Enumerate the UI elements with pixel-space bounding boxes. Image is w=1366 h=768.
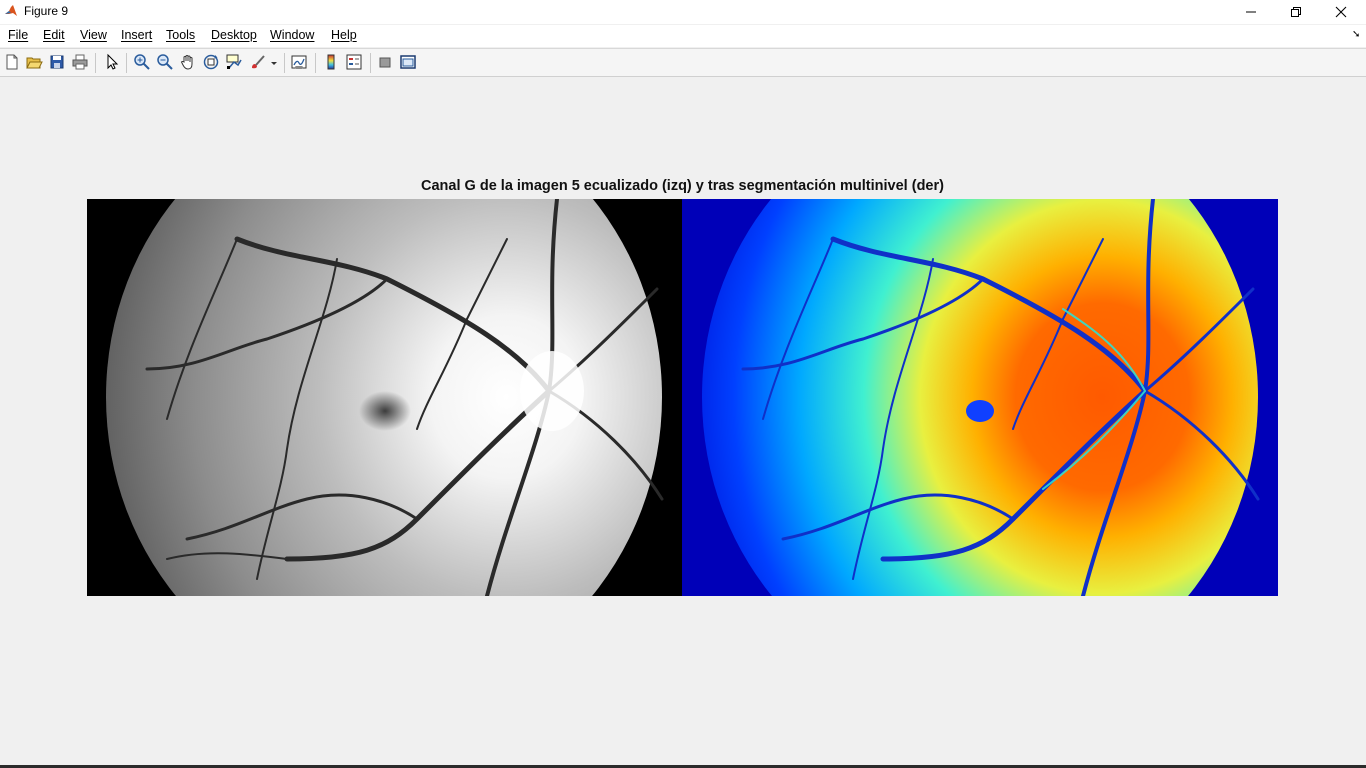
brush-icon[interactable] — [249, 53, 267, 71]
insert-colorbar-icon[interactable] — [322, 53, 340, 71]
brush-dropdown-arrow-icon[interactable] — [269, 53, 279, 71]
retina-grayscale-image — [87, 199, 682, 596]
insert-legend-icon[interactable] — [345, 53, 363, 71]
taskbar-edge — [0, 765, 1366, 768]
data-cursor-icon[interactable] — [225, 53, 243, 71]
menu-view[interactable]: View — [80, 28, 107, 42]
menu-help[interactable]: Help — [331, 28, 357, 42]
toolbar-separator — [126, 53, 127, 73]
image-axes[interactable] — [87, 199, 1278, 596]
open-file-icon[interactable] — [25, 53, 43, 71]
menu-tools[interactable]: Tools — [166, 28, 196, 42]
pan-hand-icon[interactable] — [179, 53, 197, 71]
toolbar-separator — [315, 53, 316, 73]
menu-file[interactable]: File — [8, 28, 29, 42]
matlab-logo-icon — [4, 4, 18, 18]
rotate-3d-icon[interactable] — [202, 53, 220, 71]
close-button[interactable] — [1318, 0, 1364, 24]
minimize-button[interactable] — [1228, 0, 1274, 24]
menu-window[interactable]: Window — [270, 28, 315, 42]
new-figure-icon[interactable] — [3, 53, 21, 71]
dock-arrow-icon[interactable]: ➘ — [1352, 29, 1361, 40]
menu-desktop[interactable]: Desktop — [211, 28, 257, 42]
menu-insert[interactable]: Insert — [121, 28, 153, 42]
edit-plot-arrow-icon[interactable] — [103, 53, 121, 71]
window-title: Figure 9 — [24, 4, 69, 18]
restore-button[interactable] — [1273, 0, 1319, 24]
zoom-out-icon[interactable] — [156, 53, 174, 71]
zoom-in-icon[interactable] — [133, 53, 151, 71]
figure-toolbar — [0, 48, 1366, 77]
toolbar-separator — [284, 53, 285, 73]
show-plot-tools-icon[interactable] — [399, 53, 417, 71]
figure-title: Canal G de la imagen 5 ecualizado (izq) … — [421, 178, 944, 194]
print-icon[interactable] — [71, 53, 89, 71]
link-plot-icon[interactable] — [290, 53, 308, 71]
menu-edit[interactable]: Edit — [43, 28, 65, 42]
hide-plot-tools-icon[interactable] — [376, 53, 394, 71]
window-title-bar[interactable]: Figure 9 — [0, 0, 1366, 24]
toolbar-separator — [370, 53, 371, 73]
menu-bar: File Edit View Insert Tools Desktop Wind… — [0, 25, 1366, 47]
retina-segmentation-image — [682, 199, 1278, 596]
toolbar-separator — [95, 53, 96, 73]
save-icon[interactable] — [48, 53, 66, 71]
